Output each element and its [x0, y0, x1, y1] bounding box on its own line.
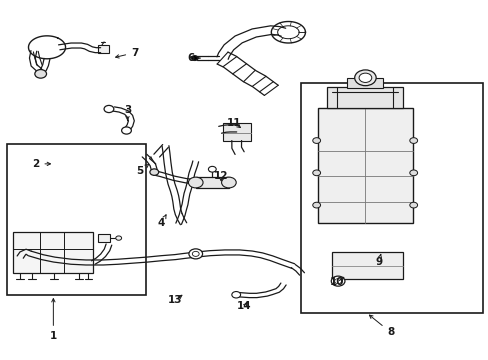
Text: 11: 11: [226, 118, 241, 128]
Bar: [98, 45, 109, 53]
Circle shape: [334, 279, 341, 284]
Bar: [6, 144, 145, 295]
Bar: [346, 78, 383, 88]
Text: 13: 13: [168, 295, 182, 305]
Circle shape: [312, 202, 320, 208]
Bar: [222, 123, 250, 140]
Circle shape: [35, 69, 46, 78]
Circle shape: [330, 276, 344, 286]
Text: 14: 14: [237, 301, 251, 311]
Circle shape: [150, 169, 158, 175]
Circle shape: [188, 177, 203, 188]
Circle shape: [188, 249, 202, 259]
Text: 9: 9: [374, 255, 382, 267]
Bar: [13, 232, 93, 273]
Text: 6: 6: [187, 53, 200, 63]
Circle shape: [409, 170, 417, 176]
Circle shape: [312, 170, 320, 176]
Bar: [327, 87, 402, 108]
Text: 7: 7: [115, 48, 138, 58]
Circle shape: [122, 127, 131, 134]
Text: 1: 1: [50, 298, 57, 341]
Circle shape: [116, 236, 122, 240]
Text: 4: 4: [158, 215, 166, 228]
Text: 2: 2: [32, 159, 50, 169]
Circle shape: [354, 70, 375, 86]
Text: 12: 12: [213, 171, 228, 181]
Circle shape: [312, 138, 320, 143]
Circle shape: [221, 177, 236, 188]
Circle shape: [409, 138, 417, 143]
Text: 5: 5: [136, 165, 148, 176]
Circle shape: [358, 73, 371, 82]
Bar: [317, 108, 412, 223]
Text: 10: 10: [329, 277, 344, 287]
Circle shape: [409, 202, 417, 208]
Bar: [331, 252, 402, 279]
Text: 8: 8: [368, 315, 394, 337]
Circle shape: [104, 105, 114, 113]
Circle shape: [208, 166, 216, 172]
Text: 3: 3: [123, 105, 131, 121]
Bar: [300, 83, 483, 313]
Circle shape: [231, 292, 240, 298]
Circle shape: [191, 55, 198, 60]
Circle shape: [192, 251, 199, 256]
Bar: [195, 177, 228, 188]
Bar: [98, 234, 110, 242]
